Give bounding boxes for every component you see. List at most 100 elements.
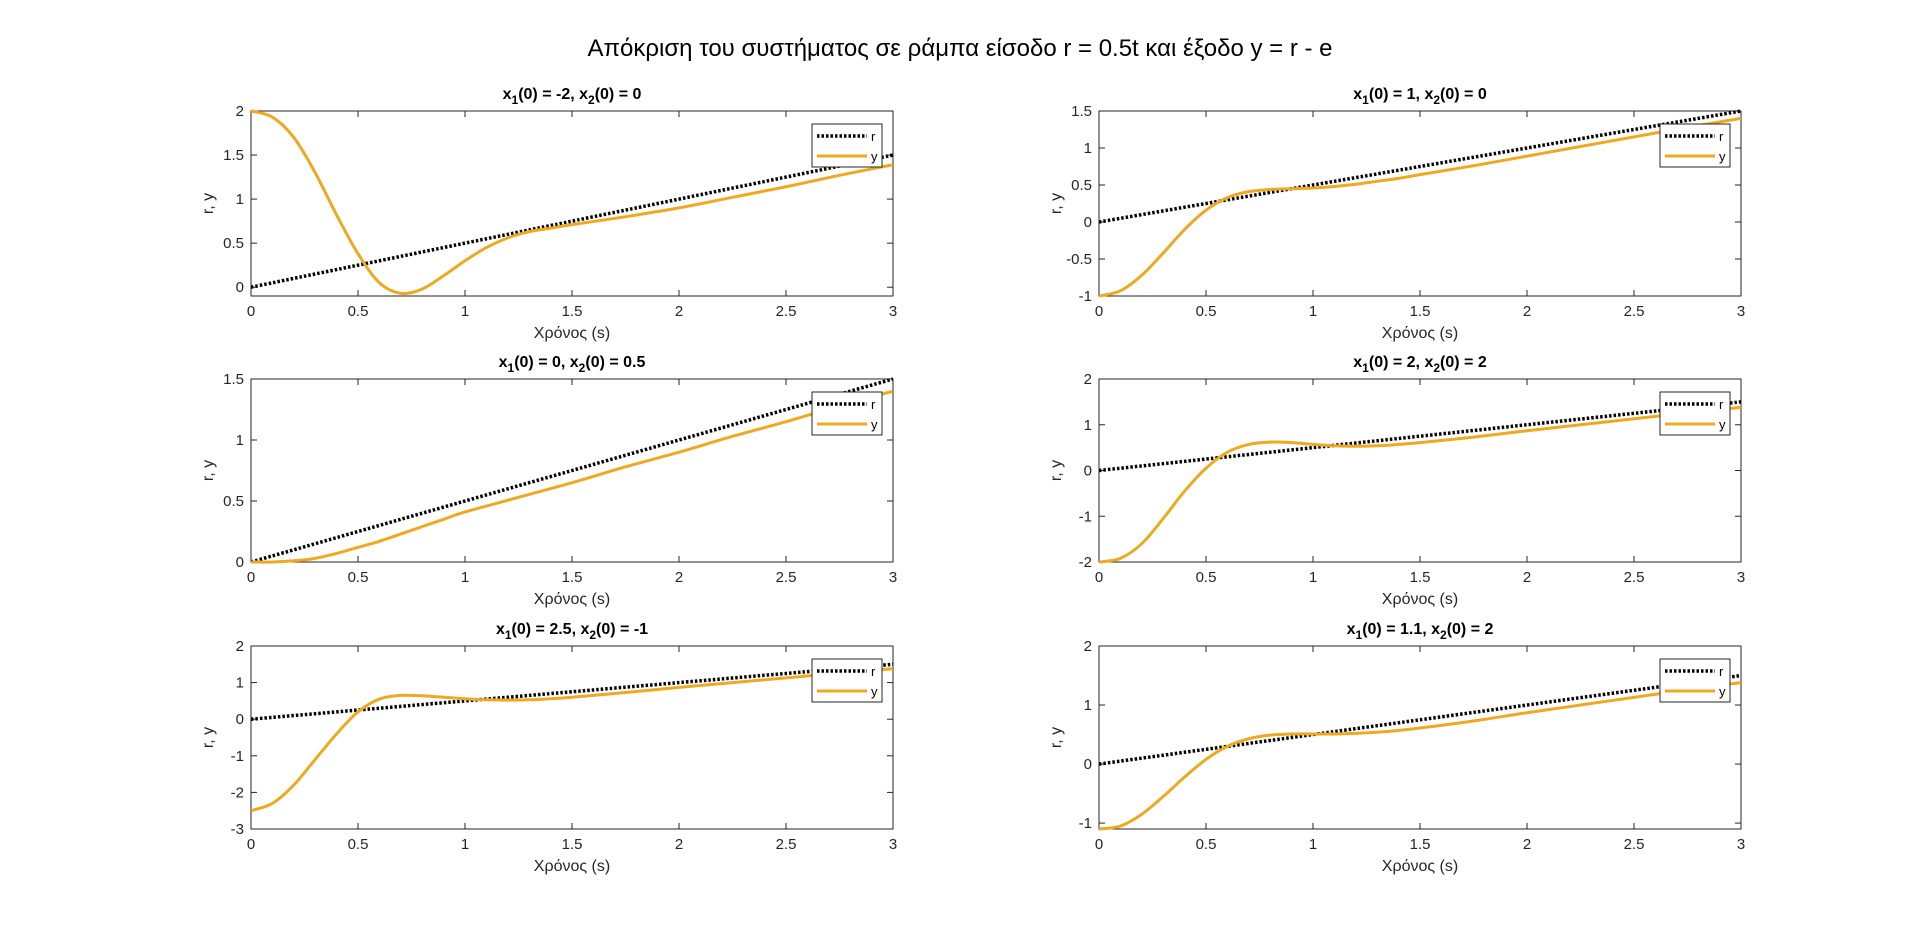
title-subscript: 2 (1433, 93, 1440, 107)
subplot-grid: x1(0) = -2, x2(0) = 00 0.5 1 1.5 2 2.5 300.511… (200, 86, 1745, 875)
y-tick-label: 0.5 (223, 493, 244, 510)
y-axis-label: r, y (200, 460, 217, 481)
x-tick-label: 0 (1095, 569, 1103, 586)
y-tick-label: 1.5 (223, 371, 244, 388)
title-text: (0) = 2 (1447, 621, 1494, 638)
legend-box (811, 123, 883, 168)
legend-label-y: y (871, 417, 878, 432)
x-tick-label: 0.5 (348, 303, 369, 320)
series-line-y (251, 389, 893, 564)
x-tick-label: 1.5 (562, 836, 583, 853)
y-tick-label: -1 (1079, 288, 1092, 305)
x-axis-label: Χρόνος (s) (534, 591, 610, 608)
y-tick-label: 2 (1084, 371, 1092, 388)
subplot-title: x1(0) = 1.1, x2(0) = 2 (1347, 621, 1494, 642)
y-tick-label: -0.5 (1066, 251, 1092, 268)
title-text: x (503, 86, 512, 103)
title-subscript: 2 (589, 628, 596, 642)
y-tick-label: 0 (1084, 214, 1092, 231)
subplot-5: x1(0) = 2.5, x2(0) = -10 0.5 1 1.5 2 2.5 3-3-2… (200, 621, 897, 875)
title-text: x (1347, 621, 1356, 638)
x-tick-label: 2 (1523, 569, 1531, 586)
legend-box (811, 391, 883, 436)
x-tick-label: 1.5 (562, 303, 583, 320)
x-tick-label: 1.5 (1410, 836, 1431, 853)
y-tick-label: 0.5 (1071, 177, 1092, 194)
y-tick-label: 1.5 (223, 147, 244, 164)
legend-box (1659, 658, 1731, 703)
x-tick-label: 0 (247, 303, 255, 320)
x-tick-label: 0.5 (1196, 836, 1217, 853)
x-axis-label: Χρόνος (s) (534, 325, 610, 342)
x-tick-label: 2.5 (1624, 303, 1645, 320)
title-text: (0) = 2 (1440, 354, 1487, 371)
y-axis-label: r, y (1048, 727, 1065, 748)
y-axis-label: r, y (1048, 193, 1065, 214)
x-axis-label: Χρόνος (s) (534, 858, 610, 875)
title-subscript: 2 (579, 361, 586, 375)
title-text: x (496, 621, 505, 638)
y-tick-label: 1 (1084, 140, 1092, 157)
y-tick-label: 1 (1084, 697, 1092, 714)
series-line-r (251, 377, 893, 564)
x-tick-label: 0 (247, 836, 255, 853)
x-tick-label: 2 (1523, 303, 1531, 320)
x-tick-label: 3 (889, 303, 897, 320)
legend-box (1659, 123, 1731, 168)
axes-box (1098, 110, 1742, 297)
series-line-y (1099, 405, 1741, 564)
plot-lines (1099, 109, 1741, 298)
series-line-y (1099, 681, 1741, 831)
subplot-3: x1(0) = 0, x2(0) = 0.50 0.5 1 1.5 2 2.5 300.51… (200, 354, 897, 608)
title-text: (0) = 1, x (1369, 86, 1434, 103)
title-subscript: 2 (588, 93, 595, 107)
legend-label-y: y (871, 149, 878, 164)
x-tick-label: 0.5 (1196, 569, 1217, 586)
x-tick-label: 1.5 (1410, 303, 1431, 320)
x-tick-label: 2.5 (776, 303, 797, 320)
plot-lines (251, 377, 893, 564)
series-line-y (251, 667, 893, 813)
y-axis-label: r, y (200, 193, 217, 214)
x-axis-label: Χρόνος (s) (1382, 858, 1458, 875)
y-tick-label: 0 (1084, 756, 1092, 773)
y-tick-label: 1 (236, 675, 244, 692)
y-tick-label: -1 (231, 748, 244, 765)
y-tick-label: -3 (231, 821, 244, 838)
y-tick-label: 1 (236, 432, 244, 449)
x-tick-label: 1 (1309, 836, 1317, 853)
x-tick-label: 2 (1523, 836, 1531, 853)
title-subscript: 1 (512, 93, 519, 107)
x-tick-label: 0 (1095, 836, 1103, 853)
x-axis-label: Χρόνος (s) (1382, 325, 1458, 342)
x-tick-label: 3 (889, 569, 897, 586)
legend-label-r: r (871, 397, 876, 412)
plot-lines (1099, 400, 1741, 564)
title-subscript: 2 (1440, 628, 1447, 642)
title-subscript: 1 (508, 361, 515, 375)
subplot-title: x1(0) = 0, x2(0) = 0.5 (499, 354, 646, 375)
title-text: (0) = 0 (1440, 86, 1487, 103)
legend-label-y: y (1719, 149, 1726, 164)
legend-label-r: r (871, 129, 876, 144)
x-tick-label: 2.5 (776, 569, 797, 586)
figure-title: Απόκριση του συστήματος σε ράμπα είσοδο … (587, 35, 1332, 62)
y-tick-label: 1 (1084, 417, 1092, 434)
title-subscript: 1 (1356, 628, 1363, 642)
x-tick-label: 1 (1309, 303, 1317, 320)
legend: ry (811, 123, 883, 168)
x-tick-label: 3 (889, 836, 897, 853)
x-tick-label: 1 (461, 303, 469, 320)
subplot-1: x1(0) = -2, x2(0) = 00 0.5 1 1.5 2 2.5 300.511… (200, 86, 897, 342)
x-tick-label: 2.5 (776, 836, 797, 853)
legend-box (811, 658, 883, 703)
y-tick-label: 1 (236, 191, 244, 208)
legend-label-r: r (871, 664, 876, 679)
legend: ry (811, 658, 883, 703)
title-text: x (1353, 86, 1362, 103)
series-line-r (251, 153, 893, 289)
x-tick-label: 1.5 (562, 569, 583, 586)
legend: ry (1659, 123, 1731, 168)
legend-label-y: y (871, 684, 878, 699)
subplot-title: x1(0) = 1, x2(0) = 0 (1353, 86, 1487, 107)
